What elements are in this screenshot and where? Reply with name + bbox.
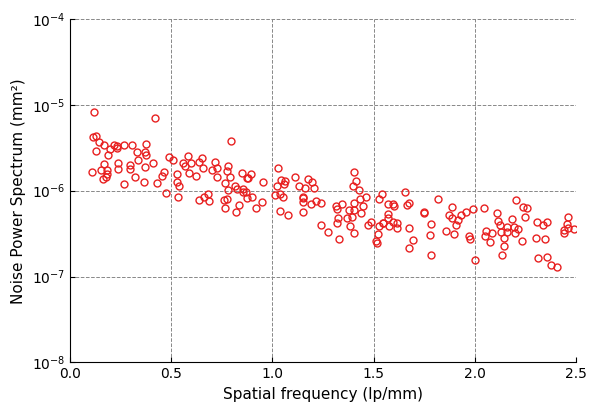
Y-axis label: Noise Power Spectrum (mm²): Noise Power Spectrum (mm²)	[11, 78, 26, 304]
X-axis label: Spatial frequency (lp/mm): Spatial frequency (lp/mm)	[223, 387, 423, 402]
